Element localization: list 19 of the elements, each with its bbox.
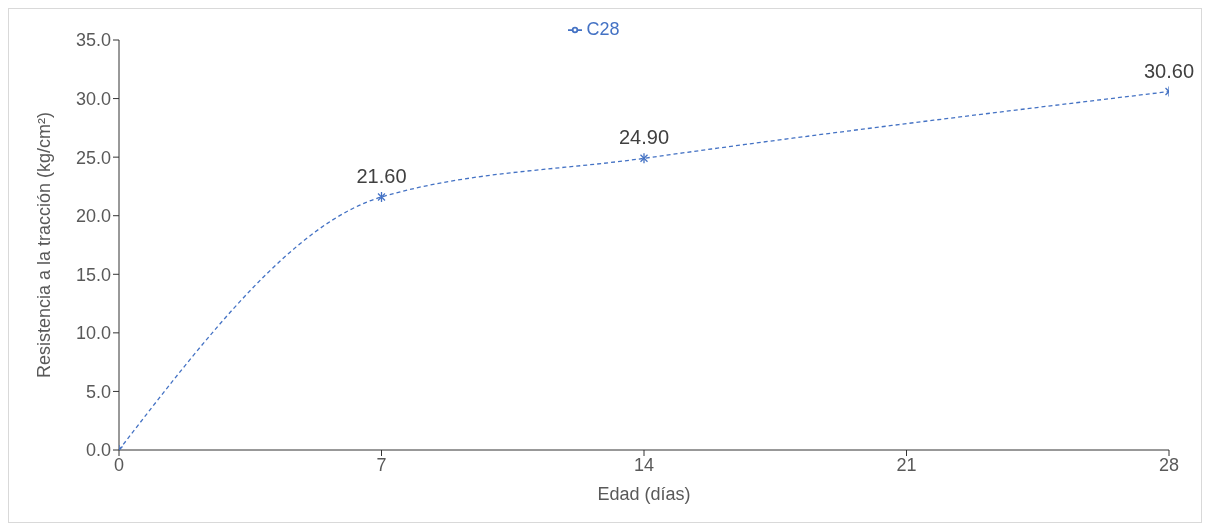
data-label: 30.60 bbox=[1143, 59, 1195, 82]
x-tick-label: 21 bbox=[896, 454, 917, 475]
data-label: 21.60 bbox=[356, 164, 407, 187]
y-tick-label: 15.0 bbox=[75, 264, 111, 285]
y-tick-label: 10.0 bbox=[75, 323, 111, 344]
y-tick-label: 25.0 bbox=[75, 147, 111, 168]
x-tick-label: 0 bbox=[113, 454, 125, 475]
x-axis-title: Edad (días) bbox=[597, 484, 691, 504]
x-tick-label: 28 bbox=[1158, 454, 1180, 475]
data-label: 24.90 bbox=[618, 126, 670, 149]
y-tick-label: 35.0 bbox=[75, 30, 111, 51]
y-tick-label: 30.0 bbox=[75, 88, 111, 109]
y-tick-label: 20.0 bbox=[75, 206, 111, 227]
y-tick-label: 0.0 bbox=[85, 440, 111, 461]
legend-label: C28 bbox=[586, 19, 620, 39]
x-tick-label: 7 bbox=[376, 454, 387, 475]
x-tick-label: 14 bbox=[633, 454, 655, 475]
y-axis-title: Resistencia a la tracción (kg/cm²) bbox=[34, 111, 55, 379]
y-tick-label: 5.0 bbox=[85, 381, 111, 402]
